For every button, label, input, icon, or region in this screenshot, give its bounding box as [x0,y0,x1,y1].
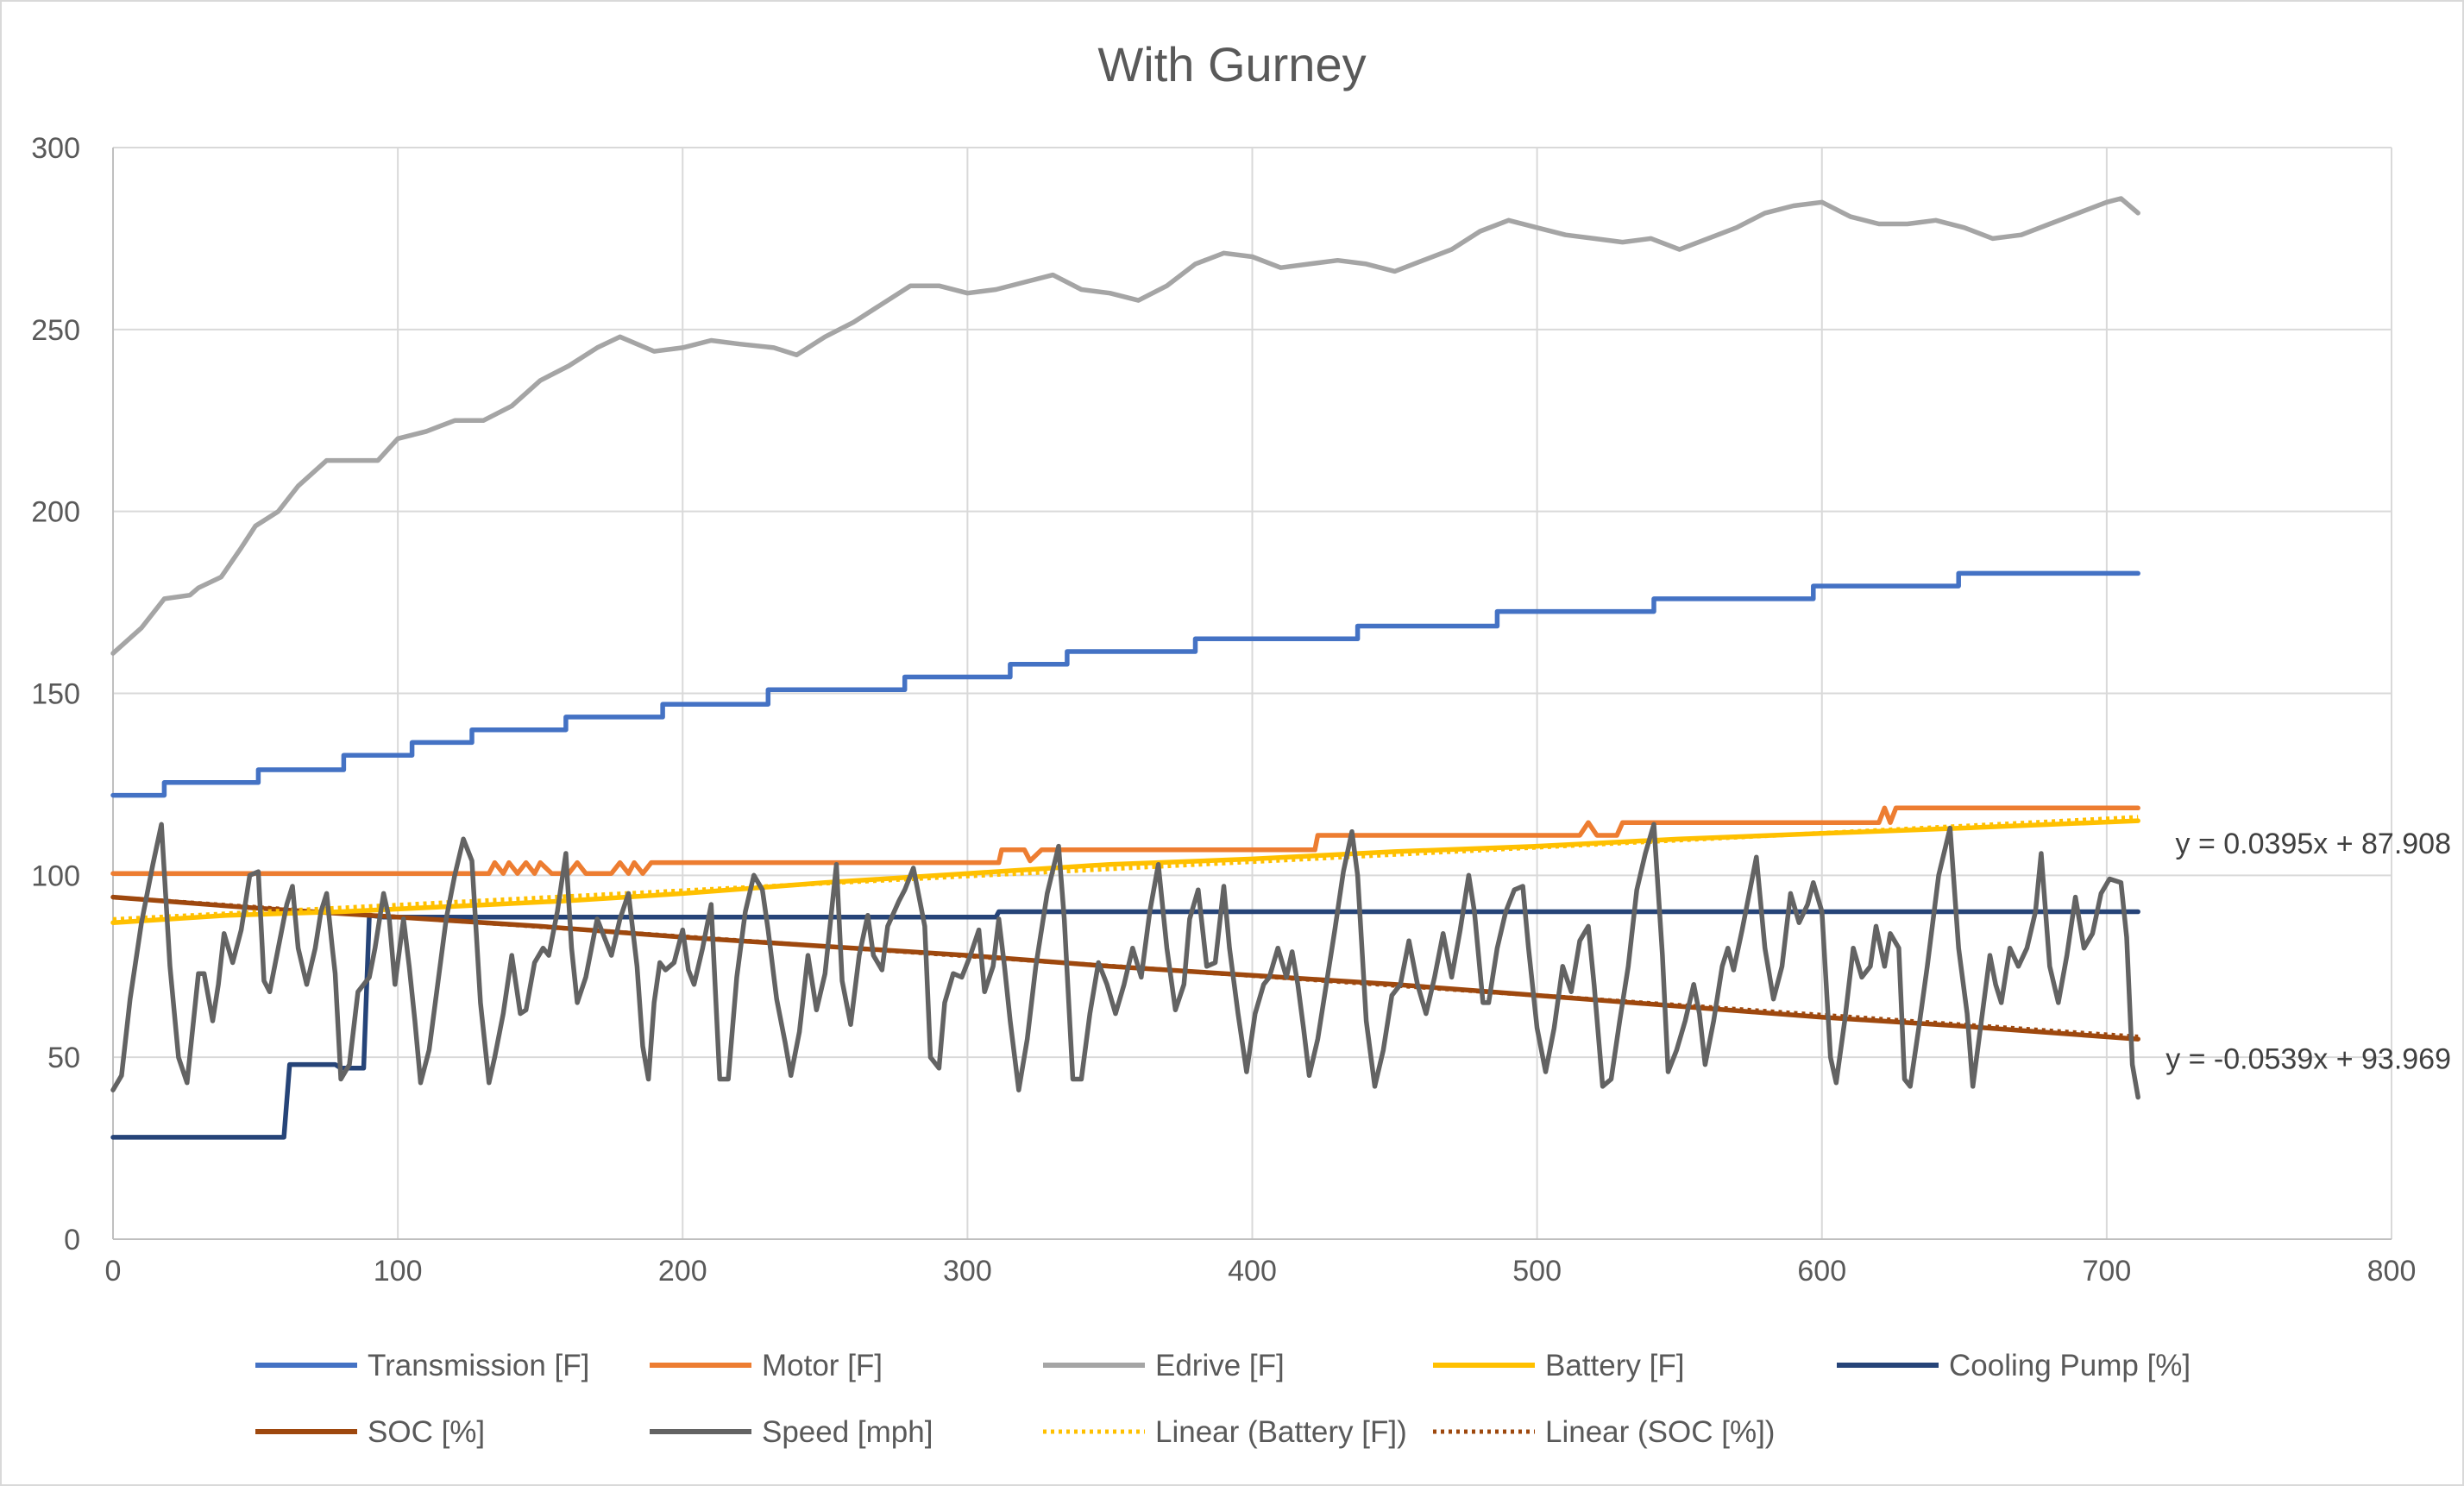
y-tick-label: 150 [31,678,80,711]
trendline-equations: y = 0.0395x + 87.908 y = -0.0539x + 93.96… [2165,828,2451,1075]
x-tick-label: 300 [943,1255,992,1288]
x-tick-label: 800 [2367,1255,2417,1288]
plot-series [110,196,2140,1140]
legend-label-linear-soc: Linear (SOC [%]) [1545,1415,1775,1449]
x-tick-label: 500 [1512,1255,1562,1288]
gridlines [113,147,2392,1239]
legend-label-speed-mph: Speed [mph] [762,1415,933,1449]
x-tick-label: 400 [1228,1255,1277,1288]
legend-label-transmission-f: Transmission [F] [368,1349,589,1382]
x-tick-label: 600 [1797,1255,1846,1288]
legend-label-motor-f: Motor [F] [762,1349,883,1382]
y-tick-label: 0 [64,1224,80,1256]
axes: 0 50 100 150 200 250 300 0 100 200 300 400 500 600 700… [31,132,2416,1288]
legend-label-edrive-f: Edrive [F] [1155,1349,1285,1382]
chart-title: With Gurney [1097,37,1366,91]
legend-label-linear-battery-f: Linear (Battery [F]) [1155,1415,1407,1449]
series-transmission-f [110,570,2140,798]
y-tick-label: 100 [31,859,80,892]
trendline-equation: y = -0.0539x + 93.969 [2165,1042,2451,1075]
legend-label-cooling-pump: Cooling Pump [%] [1949,1349,2191,1382]
x-tick-label: 0 [105,1255,122,1288]
series-speed-mph [110,822,2140,1100]
x-tick-label: 700 [2083,1255,2132,1288]
y-tick-label: 50 [47,1042,80,1074]
legend-label-battery-f: Battery [F] [1545,1349,1684,1382]
series-edrive-f [110,196,2140,656]
series-cooling-pump [110,909,2140,1140]
legend: Transmission [F] Motor [F] Edrive [F] Batte… [255,1349,2191,1449]
trendline-equation: y = 0.0395x + 87.908 [2176,828,2451,860]
y-tick-label: 300 [31,132,80,165]
x-tick-label: 100 [374,1255,423,1288]
series-motor-f [110,805,2140,876]
y-tick-label: 250 [31,314,80,347]
x-tick-label: 200 [658,1255,707,1288]
y-tick-label: 200 [31,496,80,529]
legend-label-soc: SOC [%] [368,1415,485,1449]
